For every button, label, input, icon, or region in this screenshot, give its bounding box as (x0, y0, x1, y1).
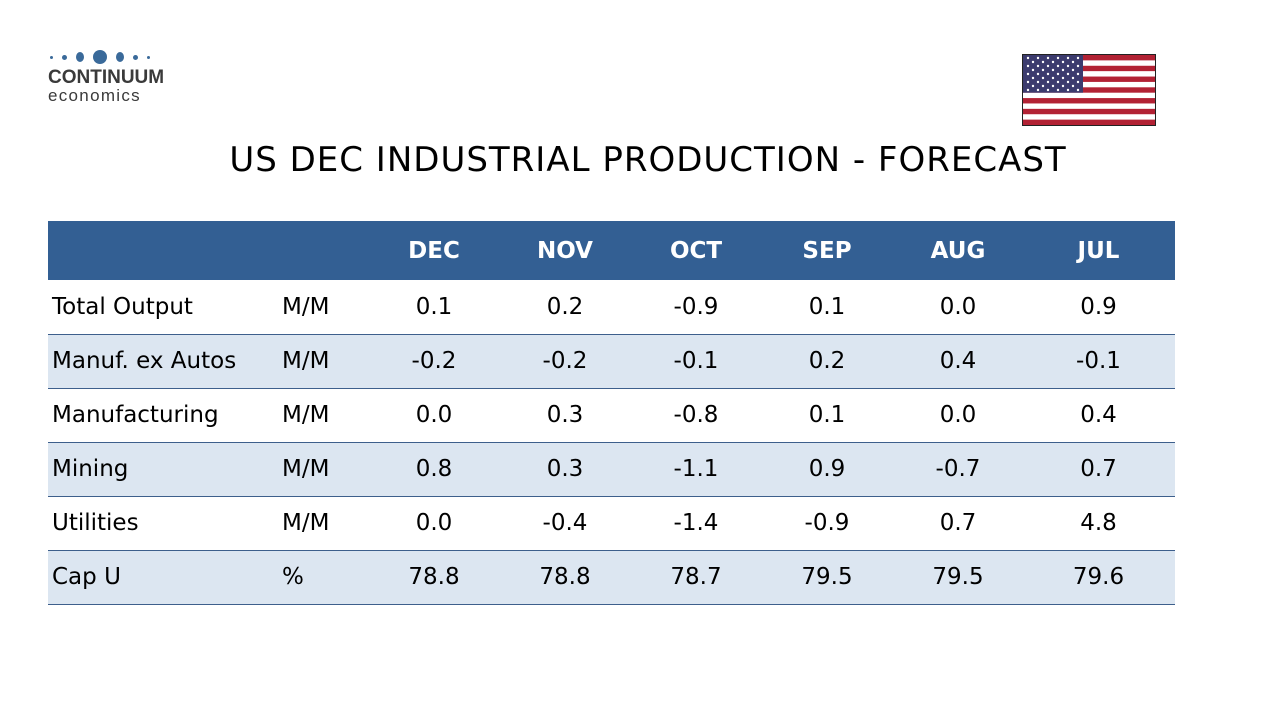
industrial-production-table: DEC NOV OCT SEP AUG JUL Total Output M/M 0.1 0.2… (48, 221, 1175, 605)
row-label: Manufacturing (52, 402, 219, 428)
row-unit: % (282, 564, 304, 590)
table-cell: 78.8 (539, 564, 591, 590)
table-cell: 0.0 (939, 293, 977, 320)
table-cell: 0.4 (1080, 402, 1117, 428)
table-cell: 0.0 (939, 402, 977, 428)
table-cell: 0.2 (546, 293, 584, 320)
table-cell: -0.4 (542, 510, 588, 536)
table-cell: 0.0 (415, 402, 453, 428)
table-cell: -0.2 (542, 348, 588, 374)
row-unit: M/M (282, 402, 330, 428)
row-label: Cap U (52, 564, 121, 590)
row-label: Manuf. ex Autos (52, 348, 237, 374)
table-cell: 78.8 (408, 564, 460, 590)
us-flag-icon (1022, 54, 1156, 126)
table-row: Manuf. ex Autos M/M -0.2 -0.2 -0.1 0.2 0.4 -0.1 (48, 334, 1175, 388)
header-blank-cell (276, 221, 370, 280)
row-unit: M/M (282, 510, 330, 536)
column-header-sep: SEP (802, 237, 852, 264)
table-cell: 0.9 (808, 456, 846, 482)
table-cell: 0.3 (546, 402, 584, 428)
table-cell: 79.5 (801, 564, 853, 590)
table-row: Mining M/M 0.8 0.3 -1.1 0.9 -0.7 0.7 (48, 442, 1175, 496)
row-unit: M/M (282, 348, 330, 374)
table-cell: 0.8 (415, 456, 453, 482)
logo-tagline: economics (48, 86, 141, 105)
table-cell: -0.1 (1076, 348, 1121, 374)
table-cell: 0.7 (939, 510, 977, 536)
table-cell: 0.3 (546, 456, 584, 482)
row-label: Total Output (52, 293, 193, 320)
column-header-aug: AUG (930, 237, 986, 264)
column-header-dec: DEC (408, 237, 460, 264)
table-cell: -0.9 (673, 293, 719, 320)
column-header-jul: JUL (1077, 237, 1120, 264)
page-title: US DEC INDUSTRIAL PRODUCTION - FORECAST (229, 140, 1067, 180)
table-row: Total Output M/M 0.1 0.2 -0.9 0.1 0.0 0.9 (48, 280, 1175, 334)
table-cell: 0.4 (939, 348, 977, 374)
table-cell: 0.9 (1080, 293, 1117, 320)
logo-brand: CONTINUUM (48, 67, 165, 88)
row-unit: M/M (282, 293, 330, 320)
table-cell: 0.0 (415, 510, 453, 536)
table-cell: -0.7 (935, 456, 981, 482)
table-row: Manufacturing M/M 0.0 0.3 -0.8 0.1 0.0 0.4 (48, 388, 1175, 442)
table-cell: 0.1 (808, 402, 846, 428)
column-header-oct: OCT (669, 237, 723, 264)
row-label: Utilities (52, 510, 139, 536)
company-logo: CONTINUUM economics (48, 48, 178, 104)
column-header-nov: NOV (537, 237, 593, 264)
table-cell: 79.5 (932, 564, 984, 590)
table-cell: 0.7 (1080, 456, 1117, 482)
table-cell: -0.8 (673, 402, 719, 428)
table-cell: -1.1 (673, 456, 719, 482)
table-cell: 0.1 (808, 293, 846, 320)
table-cell: -0.2 (411, 348, 457, 374)
table-cell: 4.8 (1080, 510, 1117, 536)
table-cell: 0.2 (808, 348, 846, 374)
table-row: Utilities M/M 0.0 -0.4 -1.4 -0.9 0.7 4.8 (48, 496, 1175, 550)
table-cell: -0.9 (804, 510, 850, 536)
table-cell: -1.4 (673, 510, 719, 536)
table-cell: 0.1 (415, 293, 453, 320)
table-cell: 79.6 (1072, 564, 1125, 590)
table-row: Cap U% 78.8 78.8 78.7 79.5 79.5 79.6 (48, 550, 1175, 604)
table-header-row: DEC NOV OCT SEP AUG JUL (48, 221, 1175, 280)
table-cell: 78.7 (670, 564, 722, 590)
table-cell: -0.1 (673, 348, 719, 374)
row-label: Mining (52, 456, 129, 482)
header-blank-cell (48, 221, 276, 280)
row-unit: M/M (282, 456, 330, 482)
logo-dots-icon (50, 48, 178, 66)
